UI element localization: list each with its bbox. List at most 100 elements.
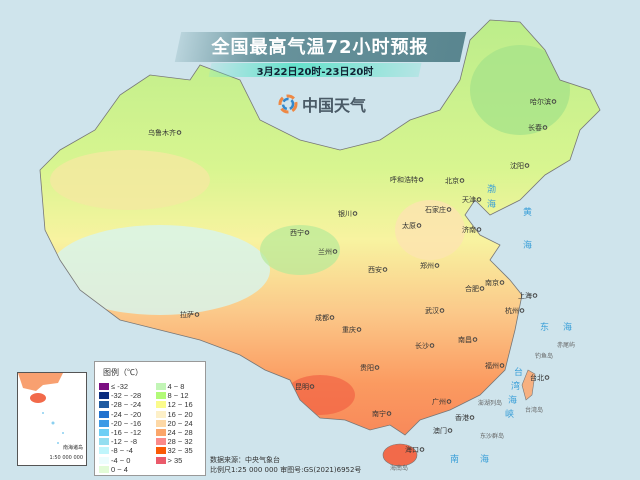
south-china-sea-inset: 南海诸岛 1:50 000 000: [17, 372, 87, 466]
city-marker-icon: [469, 415, 475, 420]
city-marker-icon: [499, 363, 505, 368]
city-label: 澳门: [433, 426, 447, 435]
hainan-island: [382, 443, 418, 467]
legend-swatch: [155, 383, 166, 391]
legend-item: 0 ~ 4: [99, 465, 150, 474]
legend-swatch: [155, 410, 166, 418]
city-marker-icon: [356, 327, 362, 332]
legend-label: ≤ -32: [111, 382, 129, 392]
city-label: 拉萨: [180, 310, 194, 319]
legend-swatch: [155, 401, 166, 409]
island-label: 钓鱼岛: [535, 352, 553, 360]
city-marker-icon: [472, 337, 478, 342]
legend-item: -32 ~ -28: [99, 391, 150, 400]
legend-label: 32 ~ 35: [167, 446, 193, 456]
sea-label: 台: [514, 366, 523, 378]
data-source: 数据来源：中央气象台: [210, 456, 280, 464]
city-label: 哈尔滨: [530, 97, 551, 106]
legend-swatch: [155, 447, 166, 455]
city-label: 合肥: [465, 284, 479, 293]
legend-item: 12 ~ 16: [155, 400, 202, 409]
city-label: 长春: [528, 123, 542, 132]
legend-item: ≤ -32: [99, 382, 150, 391]
time-range: 3月22日20时-23日20时: [256, 67, 374, 78]
legend-swatch: [155, 392, 166, 400]
city-marker-icon: [542, 125, 548, 130]
city-label: 贵阳: [360, 363, 374, 372]
legend-item: -24 ~ -20: [99, 410, 150, 419]
city-marker-icon: [459, 178, 465, 183]
sea-label: 海: [480, 453, 489, 465]
sea-label: 南: [450, 453, 459, 465]
legend-item: 4 ~ 8: [155, 382, 202, 391]
city-marker-icon: [419, 447, 425, 452]
city-label: 杭州: [505, 306, 519, 315]
city-marker-icon: [519, 308, 525, 313]
city-label: 沈阳: [510, 161, 524, 170]
legend-item: 24 ~ 28: [155, 428, 202, 437]
city-marker-icon: [418, 177, 424, 182]
taiwan-island: [521, 369, 536, 401]
city-marker-icon: [374, 365, 380, 370]
city-label: 重庆: [342, 325, 356, 334]
legend-swatch: [99, 383, 109, 391]
city-marker-icon: [176, 130, 182, 135]
legend-swatch: [99, 410, 109, 418]
legend-swatch: [155, 419, 166, 427]
city-marker-icon: [446, 207, 452, 212]
legend-swatch: [155, 438, 166, 446]
city-label: 广州: [432, 397, 446, 406]
city-marker-icon: [551, 99, 557, 104]
legend-label: -28 ~ -24: [111, 400, 142, 410]
city-marker-icon: [304, 230, 310, 235]
city-label: 济南: [462, 225, 476, 234]
city-marker-icon: [479, 286, 485, 291]
map-source: 数据来源：中央气象台 比例尺1:25 000 000 审图号:GS(2021)6…: [210, 455, 361, 475]
legend-swatch: [99, 429, 109, 437]
sea-label: 东: [540, 321, 549, 333]
city-label: 台北: [530, 373, 544, 382]
island-label: 东沙群岛: [480, 432, 504, 440]
legend-item: -4 ~ 0: [99, 456, 150, 465]
city-marker-icon: [446, 399, 452, 404]
legend-label: 28 ~ 32: [167, 437, 193, 447]
city-marker-icon: [416, 223, 422, 228]
island-label: 澎湖列岛: [478, 399, 502, 407]
legend-title: 图例（℃）: [103, 368, 143, 377]
city-marker-icon: [309, 384, 315, 389]
city-marker-icon: [499, 280, 505, 285]
city-label: 乌鲁木齐: [148, 128, 176, 137]
city-label: 成都: [315, 313, 329, 322]
legend-label: -12 ~ -8: [111, 437, 138, 447]
city-marker-icon: [544, 375, 550, 380]
legend-item: 32 ~ 35: [155, 446, 202, 456]
legend-label: 0 ~ 4: [111, 464, 128, 474]
legend-swatch: [155, 429, 166, 437]
sea-label: 海: [487, 198, 496, 210]
legend-label: -32 ~ -28: [111, 391, 142, 401]
city-marker-icon: [447, 428, 453, 433]
city-marker-icon: [434, 263, 440, 268]
pinwheel-logo-icon: [278, 94, 298, 114]
scale-approval: 比例尺1:25 000 000 审图号:GS(2021)6952号: [210, 466, 362, 474]
legend: 图例（℃） ≤ -32 -32 ~ -28 -28 ~ -24 -24 ~ -20 -2…: [94, 361, 206, 476]
city-label: 北京: [445, 176, 459, 185]
city-marker-icon: [386, 411, 392, 416]
legend-item: 8 ~ 12: [155, 391, 202, 401]
city-marker-icon: [476, 227, 482, 232]
legend-label: -20 ~ -16: [111, 418, 142, 428]
legend-swatch: [155, 456, 166, 464]
legend-item: > 35: [155, 456, 202, 465]
legend-swatch: [99, 465, 109, 473]
city-label: 福州: [485, 361, 499, 370]
legend-swatch: [99, 456, 109, 464]
island-label: 台湾岛: [525, 406, 543, 414]
brand-name: 中国天气: [302, 96, 367, 115]
inset-scale: 1:50 000 000: [49, 455, 84, 461]
city-label: 太原: [402, 221, 416, 230]
legend-label: -8 ~ -4: [111, 446, 133, 456]
city-label: 长沙: [415, 341, 429, 350]
legend-label: 8 ~ 12: [167, 391, 189, 401]
brand-logo: 中国天气: [278, 92, 366, 116]
